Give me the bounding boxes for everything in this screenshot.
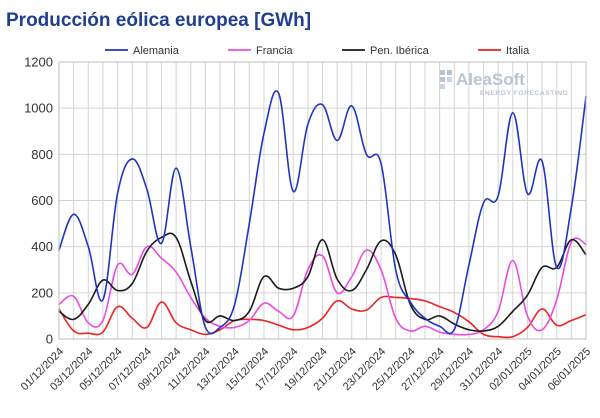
legend-label-francia: Francia [256,45,294,57]
legend: Alemania Francia Pen. Ibérica Italia [105,45,530,57]
y-tick-label: 1000 [24,101,53,116]
legend-label-alemania: Alemania [133,45,180,57]
series-line-francia [58,237,587,336]
series-line-pen-iberica [58,232,587,332]
x-axis-ticks: 01/12/202403/12/202405/12/202407/12/2024… [19,346,593,393]
y-tick-label: 800 [31,147,53,162]
watermark-tagline: ENERGY FORECASTING [480,90,568,97]
legend-label-pen-iberica: Pen. Ibérica [370,45,430,57]
aleasoft-logo-icon [440,70,452,89]
y-tick-label: 400 [31,239,53,254]
y-tick-label: 200 [31,285,53,300]
series-line-italia [58,295,587,339]
legend-label-italia: Italia [506,45,530,57]
chart-title: Producción eólica europea [GWh] [6,10,311,31]
y-tick-label: 0 [46,332,53,347]
series-lines [58,90,587,339]
plot-frame [58,61,587,340]
grid [58,61,587,340]
series-line-alemania [58,90,587,335]
y-axis-ticks: 0 200 400 600 800 1000 1200 [24,55,53,347]
y-tick-label: 1200 [24,55,53,70]
y-tick-label: 600 [31,193,53,208]
aleasoft-watermark: AleaSoft ENERGY FORECASTING [440,70,568,97]
watermark-brand: AleaSoft [456,70,525,89]
